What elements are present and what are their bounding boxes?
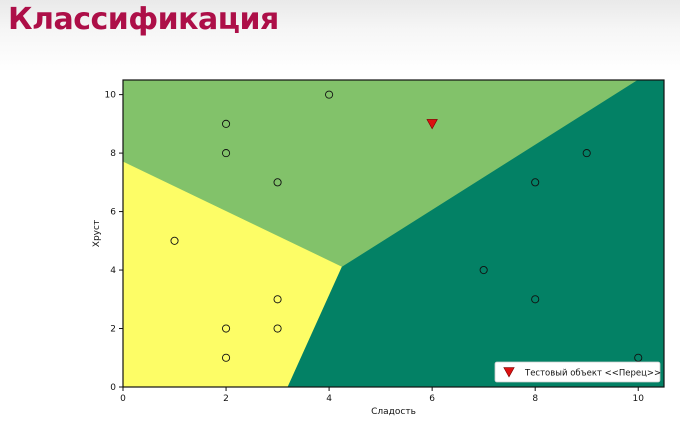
decision-regions	[122, 79, 665, 388]
x-tick-label: 10	[633, 394, 645, 404]
test-point-marker	[426, 119, 438, 130]
y-tick-label: 2	[110, 325, 116, 335]
data-point	[531, 178, 540, 187]
data-point	[273, 178, 282, 187]
data-point	[170, 236, 179, 245]
x-tick-label: 0	[120, 394, 126, 404]
legend-label: Тестовый объект <<Перец>>	[524, 369, 661, 379]
axes-frame	[122, 79, 665, 388]
data-point	[221, 119, 231, 128]
data-point	[221, 324, 231, 333]
legend: Тестовый объект <<Перец>>	[494, 361, 661, 383]
x-tick-label: 2	[223, 394, 229, 404]
data-point	[221, 353, 231, 362]
data-point	[479, 265, 488, 275]
training-points	[170, 90, 643, 362]
y-tick-label: 10	[105, 91, 117, 101]
data-point	[273, 295, 282, 304]
x-axis-label: Сладость	[371, 407, 416, 417]
legend-box	[494, 361, 661, 383]
data-point	[325, 90, 334, 99]
slide-title: Классификация	[8, 2, 279, 37]
x-tick-label: 8	[532, 394, 538, 404]
data-point	[582, 149, 591, 158]
y-tick-label: 6	[110, 208, 116, 218]
x-tick-label: 4	[326, 394, 332, 404]
y-tick-label: 0	[110, 383, 116, 393]
data-point	[273, 324, 282, 333]
y-tick-label: 4	[110, 266, 116, 276]
y-axis-ticks: 0 2 4 6 8 10	[105, 91, 123, 393]
data-point	[531, 295, 540, 304]
data-point	[221, 149, 231, 158]
y-axis-label: Хруст	[92, 220, 102, 247]
slide-header: Классификация	[0, 0, 680, 72]
x-axis-ticks: 0 2 4 6 8 10	[120, 387, 644, 404]
legend-marker	[503, 367, 515, 378]
y-tick-label: 8	[110, 149, 116, 159]
data-point	[634, 353, 643, 362]
x-tick-label: 6	[429, 394, 435, 404]
